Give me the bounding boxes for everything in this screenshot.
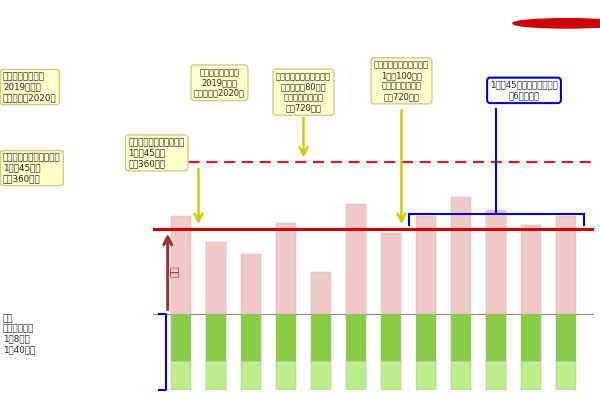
Bar — [346, 361, 366, 390]
Bar — [206, 314, 226, 361]
Text: 罰則付き上限規制
2019年施行
中小企業は2020年: 罰則付き上限規制 2019年施行 中小企業は2020年 — [3, 72, 57, 102]
Bar — [451, 361, 471, 390]
Circle shape — [513, 19, 600, 28]
Text: 法律による上限（例外）
1ヶ月100時間
（休日労働含む）
年間720時間: 法律による上限（例外） 1ヶ月100時間 （休日労働含む） 年間720時間 — [374, 61, 429, 101]
Text: 法律による上限（原則）
1ヶ月45時間
年間360時間: 法律による上限（原則） 1ヶ月45時間 年間360時間 — [3, 153, 61, 183]
Bar — [486, 361, 506, 390]
Bar — [521, 225, 541, 314]
Bar — [346, 314, 366, 361]
Bar — [556, 314, 576, 361]
Bar — [416, 314, 436, 361]
Bar — [276, 314, 296, 361]
Text: 残業: 残業 — [169, 266, 179, 277]
Bar — [486, 210, 506, 314]
Text: 定時
法定労働時間
1日8時間
1週40時間: 定時 法定労働時間 1日8時間 1週40時間 — [3, 314, 35, 354]
Bar — [521, 314, 541, 361]
Bar — [241, 254, 261, 314]
Bar — [171, 215, 191, 314]
Bar — [416, 215, 436, 314]
Bar — [451, 197, 471, 314]
Text: C: C — [563, 18, 571, 28]
Bar — [556, 215, 576, 314]
Bar — [556, 361, 576, 390]
Bar — [416, 361, 436, 390]
Bar — [206, 361, 226, 390]
Text: 法律による上限（例外）
複数月平均80時間
（休日労働含む）
年間720時間: 法律による上限（例外） 複数月平均80時間 （休日労働含む） 年間720時間 — [276, 72, 331, 112]
Bar — [276, 361, 296, 390]
Bar — [451, 314, 471, 361]
Bar — [311, 361, 331, 390]
Bar — [171, 361, 191, 390]
Text: 1ヶ月45時間を超える月は
計6ヶ月以下: 1ヶ月45時間を超える月は 計6ヶ月以下 — [490, 81, 558, 100]
Bar — [381, 314, 401, 361]
Bar — [311, 314, 331, 361]
Text: 働き方改革関連法案：残業時間の上限: 働き方改革関連法案：残業時間の上限 — [12, 17, 224, 37]
Bar — [241, 314, 261, 361]
Bar — [521, 361, 541, 390]
Bar — [346, 204, 366, 314]
Bar — [486, 314, 506, 361]
Bar — [381, 361, 401, 390]
Bar — [311, 273, 331, 314]
Bar — [241, 361, 261, 390]
Text: All Rights Reserved. Copyright  ConsultSourcing Corporation.: All Rights Reserved. Copyright ConsultSo… — [135, 400, 369, 409]
Bar — [276, 223, 296, 314]
Text: Page.3: Page.3 — [550, 400, 576, 409]
Text: 法律による上限（原則）
1ヶ月45時間
年間360時間: 法律による上限（原則） 1ヶ月45時間 年間360時間 — [128, 138, 185, 168]
Text: 罰則付き上限規制
2019年施行
中小企業は2020年: 罰則付き上限規制 2019年施行 中小企業は2020年 — [194, 68, 245, 98]
Bar — [206, 242, 226, 314]
Bar — [171, 314, 191, 361]
Bar — [381, 233, 401, 314]
